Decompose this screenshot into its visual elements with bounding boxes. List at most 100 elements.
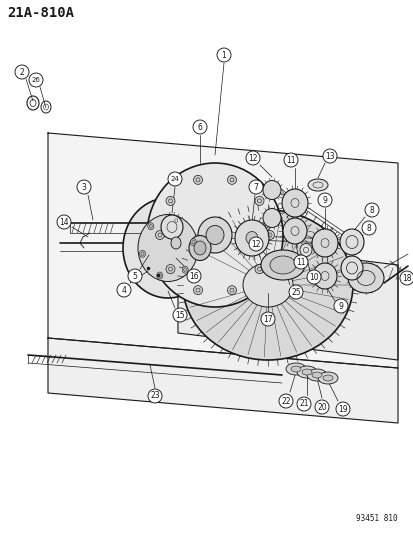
Ellipse shape	[190, 239, 196, 246]
Ellipse shape	[197, 217, 231, 253]
Text: 26: 26	[31, 77, 40, 83]
Ellipse shape	[183, 210, 352, 360]
Ellipse shape	[147, 163, 282, 307]
Ellipse shape	[147, 223, 153, 230]
Circle shape	[283, 153, 297, 167]
Circle shape	[168, 172, 182, 186]
Text: 20: 20	[316, 402, 326, 411]
Ellipse shape	[189, 236, 211, 261]
Text: 9: 9	[338, 302, 343, 311]
Ellipse shape	[171, 237, 180, 249]
Text: 8: 8	[366, 223, 370, 232]
Text: 2: 2	[19, 68, 24, 77]
Circle shape	[399, 271, 413, 285]
Ellipse shape	[307, 179, 327, 191]
Circle shape	[317, 193, 331, 207]
Ellipse shape	[227, 286, 236, 295]
Ellipse shape	[299, 244, 311, 256]
Ellipse shape	[312, 263, 336, 289]
Circle shape	[173, 308, 187, 322]
Ellipse shape	[157, 272, 162, 279]
Text: 13: 13	[324, 151, 334, 160]
Text: 15: 15	[175, 311, 184, 319]
Circle shape	[187, 269, 201, 283]
Circle shape	[322, 149, 336, 163]
Ellipse shape	[123, 198, 212, 298]
Ellipse shape	[301, 369, 311, 375]
Ellipse shape	[173, 217, 179, 224]
Text: 1: 1	[221, 51, 226, 60]
Circle shape	[245, 151, 259, 165]
Circle shape	[248, 237, 262, 251]
Text: 11: 11	[285, 156, 295, 165]
Ellipse shape	[166, 196, 175, 205]
Circle shape	[248, 180, 262, 194]
Circle shape	[77, 180, 91, 194]
Text: 25: 25	[290, 287, 300, 296]
Text: 8: 8	[369, 206, 373, 214]
Ellipse shape	[182, 266, 188, 273]
Text: 5: 5	[132, 271, 137, 280]
Ellipse shape	[265, 230, 274, 239]
Polygon shape	[178, 238, 397, 360]
Text: 6: 6	[197, 123, 202, 132]
Circle shape	[361, 221, 375, 235]
Circle shape	[288, 285, 302, 299]
Ellipse shape	[227, 175, 236, 184]
Ellipse shape	[339, 229, 363, 255]
Ellipse shape	[290, 366, 300, 372]
Ellipse shape	[340, 256, 362, 280]
Circle shape	[216, 48, 230, 62]
Text: 11: 11	[296, 257, 305, 266]
Text: 19: 19	[337, 405, 347, 414]
Ellipse shape	[322, 375, 332, 381]
Text: 9: 9	[322, 196, 327, 205]
Text: 24: 24	[170, 176, 179, 182]
Ellipse shape	[155, 230, 164, 239]
Ellipse shape	[194, 241, 206, 255]
Circle shape	[15, 65, 29, 79]
Ellipse shape	[193, 286, 202, 295]
Text: 22: 22	[280, 397, 290, 406]
Polygon shape	[48, 133, 397, 368]
Ellipse shape	[269, 256, 295, 274]
Text: 14: 14	[59, 217, 69, 227]
Text: 12: 12	[251, 239, 260, 248]
Circle shape	[57, 215, 71, 229]
Text: 93451 810: 93451 810	[356, 514, 397, 523]
Circle shape	[364, 203, 378, 217]
Text: 18: 18	[401, 273, 411, 282]
Ellipse shape	[282, 218, 306, 244]
Circle shape	[333, 299, 347, 313]
Ellipse shape	[306, 369, 326, 381]
Ellipse shape	[166, 264, 175, 273]
Circle shape	[192, 120, 206, 134]
Ellipse shape	[281, 189, 307, 217]
Text: 12: 12	[248, 154, 257, 163]
Circle shape	[293, 255, 307, 269]
Ellipse shape	[260, 250, 304, 280]
Circle shape	[278, 394, 292, 408]
Circle shape	[147, 389, 161, 403]
Ellipse shape	[254, 264, 263, 273]
Circle shape	[296, 397, 310, 411]
Text: 21: 21	[299, 400, 308, 408]
Text: 10: 10	[309, 272, 318, 281]
Ellipse shape	[262, 181, 280, 199]
Circle shape	[117, 283, 131, 297]
Circle shape	[260, 312, 274, 326]
Ellipse shape	[245, 231, 257, 245]
Circle shape	[314, 400, 328, 414]
Text: 7: 7	[253, 182, 258, 191]
Ellipse shape	[254, 196, 263, 205]
Ellipse shape	[311, 229, 337, 257]
Ellipse shape	[161, 215, 183, 239]
Ellipse shape	[138, 214, 197, 281]
Ellipse shape	[139, 251, 145, 257]
Ellipse shape	[262, 208, 280, 228]
Circle shape	[335, 402, 349, 416]
Text: 3: 3	[81, 182, 86, 191]
Text: 21A-810A: 21A-810A	[7, 6, 74, 20]
Ellipse shape	[235, 220, 268, 256]
Text: 4: 4	[121, 286, 126, 295]
